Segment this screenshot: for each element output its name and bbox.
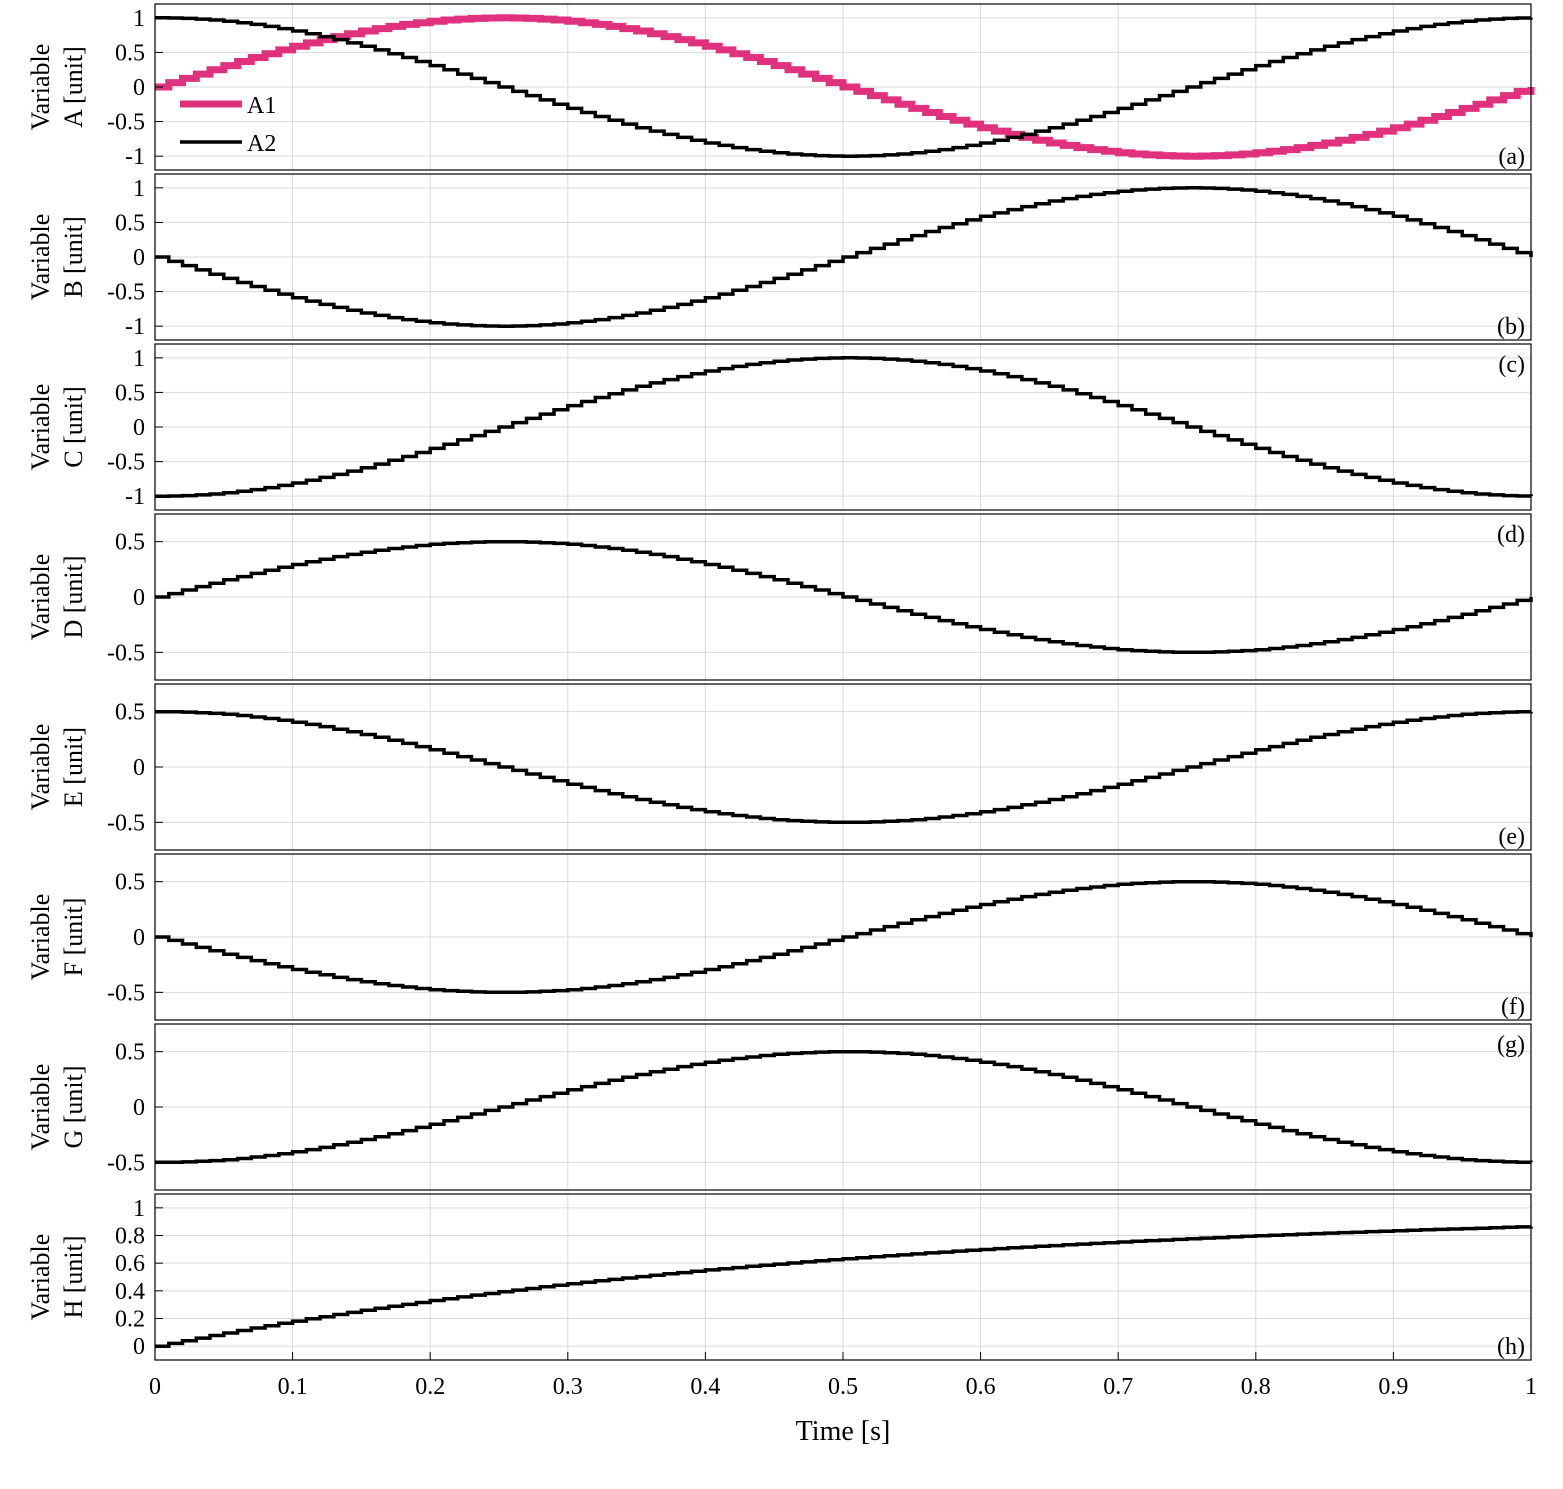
panel-3-grid: [155, 344, 1531, 510]
y-tick-label: 0: [133, 415, 145, 441]
y-axis-title-line-2: E [unit]: [59, 727, 88, 807]
x-tick-label: 0.4: [690, 1374, 720, 1400]
y-tick-label: 0.5: [115, 870, 145, 896]
panel-2-grid: [155, 174, 1531, 340]
y-tick-label: 0.2: [115, 1307, 145, 1333]
y-tick-label: -1: [125, 314, 145, 340]
y-tick-label: 0: [133, 1334, 145, 1360]
panel-tag: (h): [1497, 1334, 1525, 1360]
y-tick-label: 0: [133, 925, 145, 951]
panel-tag: (e): [1498, 824, 1525, 850]
y-tick-label: -0.5: [107, 110, 145, 136]
x-tick-label: 0.9: [1378, 1374, 1408, 1400]
y-tick-label: 0.5: [115, 210, 145, 236]
y-tick-label: -0.5: [107, 1150, 145, 1176]
grid-layer: [155, 4, 1531, 1360]
y-axis-title-line-1: Variable: [26, 1064, 55, 1151]
panel-tag: (g): [1497, 1032, 1525, 1058]
y-tick-label: 0.6: [115, 1251, 145, 1277]
y-axis-title-line-2: F [unit]: [59, 898, 88, 977]
x-tick-label: 0.1: [278, 1374, 308, 1400]
y-tick-label: 0: [133, 75, 145, 101]
panel-8-grid: [155, 1194, 1531, 1360]
y-tick-label: 1: [133, 1196, 145, 1222]
y-tick-label: -0.5: [107, 980, 145, 1006]
y-axis-title-line-1: Variable: [26, 214, 55, 301]
x-tick-label: 0.8: [1241, 1374, 1271, 1400]
panel-7-grid: [155, 1024, 1531, 1190]
series-layer: [155, 14, 1535, 1348]
y-tick-label: -1: [125, 144, 145, 170]
axes-frames: [154, 3, 1532, 1361]
x-tick-label: 0.5: [828, 1374, 858, 1400]
y-axis-title-line-2: D [unit]: [59, 555, 88, 638]
y-tick-label: -0.5: [107, 640, 145, 666]
y-tick-label: 1: [133, 346, 145, 372]
x-tick-label: 0: [149, 1374, 161, 1400]
y-axis-title-line-1: Variable: [26, 1234, 55, 1321]
y-axis-title-line-1: Variable: [26, 894, 55, 981]
series-line-b: [155, 186, 1533, 328]
legend-label-a1: A1: [247, 93, 276, 119]
y-axis-title-line-2: B [unit]: [59, 216, 88, 298]
y-axis-title-line-1: Variable: [26, 384, 55, 471]
y-tick-label: 0.5: [115, 1040, 145, 1066]
y-axis-title-line-1: Variable: [26, 44, 55, 131]
legend-label-a2: A2: [247, 131, 276, 157]
y-axis-title-line-2: G [unit]: [59, 1065, 88, 1148]
panel-tag: (c): [1498, 352, 1525, 378]
y-tick-label: 0.4: [115, 1279, 145, 1305]
y-tick-label: -0.5: [107, 810, 145, 836]
y-axis-title-line-2: H [unit]: [59, 1235, 88, 1318]
series-line-c: [155, 356, 1533, 498]
y-tick-label: -0.5: [107, 280, 145, 306]
x-axis-title: Time [s]: [796, 1416, 891, 1447]
x-tick-label: 1: [1525, 1374, 1537, 1400]
y-tick-label: -0.5: [107, 450, 145, 476]
y-tick-label: 1: [133, 176, 145, 202]
y-tick-label: 0.5: [115, 530, 145, 556]
series-line-h: [155, 1225, 1533, 1348]
series-line-a2: [155, 16, 1533, 158]
series-line-g: [155, 1049, 1533, 1165]
series-line-f: [155, 879, 1533, 995]
y-tick-label: 0.5: [115, 700, 145, 726]
panel-tag: (a): [1498, 144, 1525, 170]
y-tick-label: 0: [133, 755, 145, 781]
y-tick-label: 0.5: [115, 380, 145, 406]
panel-tag: (d): [1497, 522, 1525, 548]
y-axis-title-line-2: A [unit]: [59, 46, 88, 128]
y-tick-label: 0: [133, 245, 145, 271]
y-tick-label: 0: [133, 1095, 145, 1121]
series-line-d: [155, 539, 1533, 655]
y-axis-title-line-2: C [unit]: [59, 386, 88, 468]
y-tick-label: 0: [133, 585, 145, 611]
series-line-a1: [155, 14, 1535, 160]
y-tick-label: 0.5: [115, 40, 145, 66]
series-line-e: [155, 709, 1533, 825]
panel-tag: (b): [1497, 314, 1525, 340]
x-tick-label: 0.2: [415, 1374, 445, 1400]
x-tick-label: 0.3: [553, 1374, 583, 1400]
y-axis-title-line-1: Variable: [26, 554, 55, 641]
y-tick-label: 1: [133, 6, 145, 32]
y-axis-title-line-1: Variable: [26, 724, 55, 811]
panel-5-grid: [155, 684, 1531, 850]
y-tick-label: -1: [125, 484, 145, 510]
x-tick-label: 0.6: [966, 1374, 996, 1400]
panel-tag: (f): [1501, 994, 1525, 1020]
x-tick-label: 0.7: [1103, 1374, 1133, 1400]
y-tick-label: 0.8: [115, 1224, 145, 1250]
